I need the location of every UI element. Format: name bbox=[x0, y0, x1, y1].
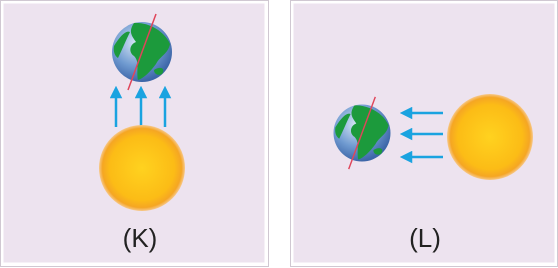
sun bbox=[99, 125, 185, 211]
sun bbox=[447, 94, 533, 180]
page: (K) (L) (() => { const data = JSON.parse… bbox=[0, 0, 558, 268]
panel-label: (K) bbox=[123, 223, 158, 253]
panel-label: (L) bbox=[409, 223, 441, 253]
diagram: (K) (L) bbox=[0, 0, 558, 268]
